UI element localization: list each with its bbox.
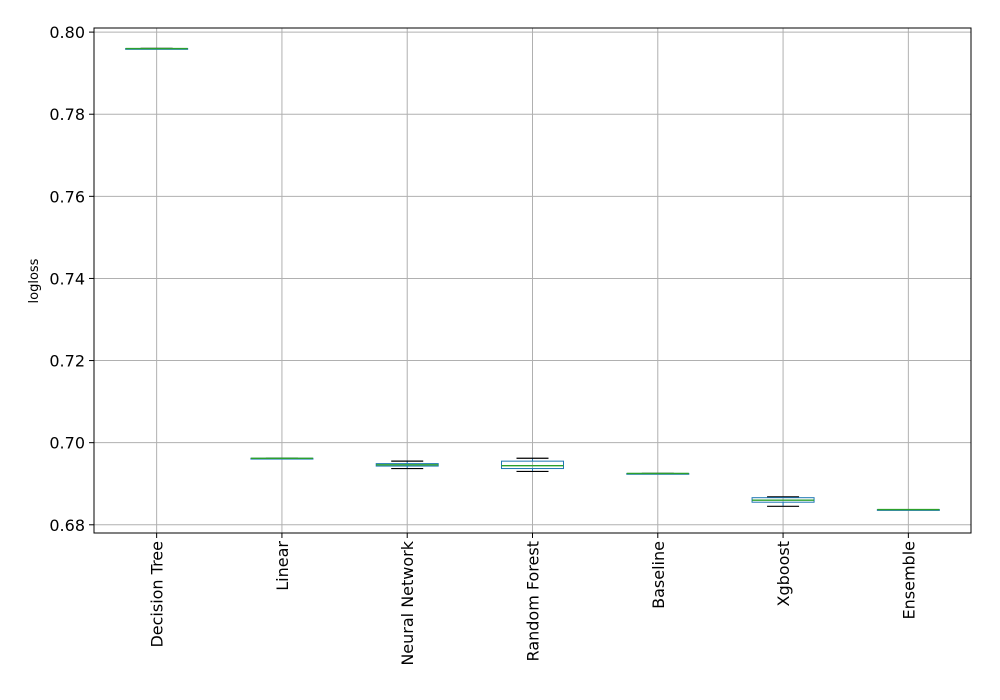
x-axis-ticks: Decision Tree Linear Neural Network Random … bbox=[148, 533, 918, 666]
y-axis-ticks: 0.68 0.70 0.72 0.74 0.76 0.78 0.80 bbox=[49, 23, 94, 535]
grid-lines bbox=[94, 28, 971, 533]
x-tick-label: Neural Network bbox=[398, 540, 417, 665]
x-tick-label: Random Forest bbox=[524, 541, 543, 661]
y-tick-label: 0.72 bbox=[49, 352, 85, 371]
box-decision-tree bbox=[125, 47, 189, 50]
x-tick-label: Ensemble bbox=[899, 541, 918, 619]
x-tick-label: Baseline bbox=[649, 541, 668, 609]
y-tick-label: 0.70 bbox=[49, 434, 85, 453]
y-tick-label: 0.74 bbox=[49, 269, 85, 288]
y-tick-label: 0.78 bbox=[49, 105, 85, 124]
y-tick-label: 0.80 bbox=[49, 23, 85, 42]
boxes bbox=[125, 47, 940, 511]
x-tick-label: Decision Tree bbox=[148, 541, 167, 648]
box-ensemble bbox=[876, 508, 940, 511]
box-baseline bbox=[626, 472, 690, 475]
box-random-forest bbox=[501, 457, 564, 473]
x-tick-label: Xgboost bbox=[774, 541, 793, 606]
y-tick-label: 0.68 bbox=[49, 516, 85, 535]
box-linear bbox=[250, 457, 314, 460]
x-tick-label: Linear bbox=[273, 541, 292, 591]
box-xgboost bbox=[751, 496, 815, 507]
box-neural-network bbox=[375, 460, 439, 470]
y-tick-label: 0.76 bbox=[49, 187, 85, 206]
box-iqr bbox=[501, 460, 564, 470]
y-axis-label: logloss bbox=[27, 258, 42, 303]
